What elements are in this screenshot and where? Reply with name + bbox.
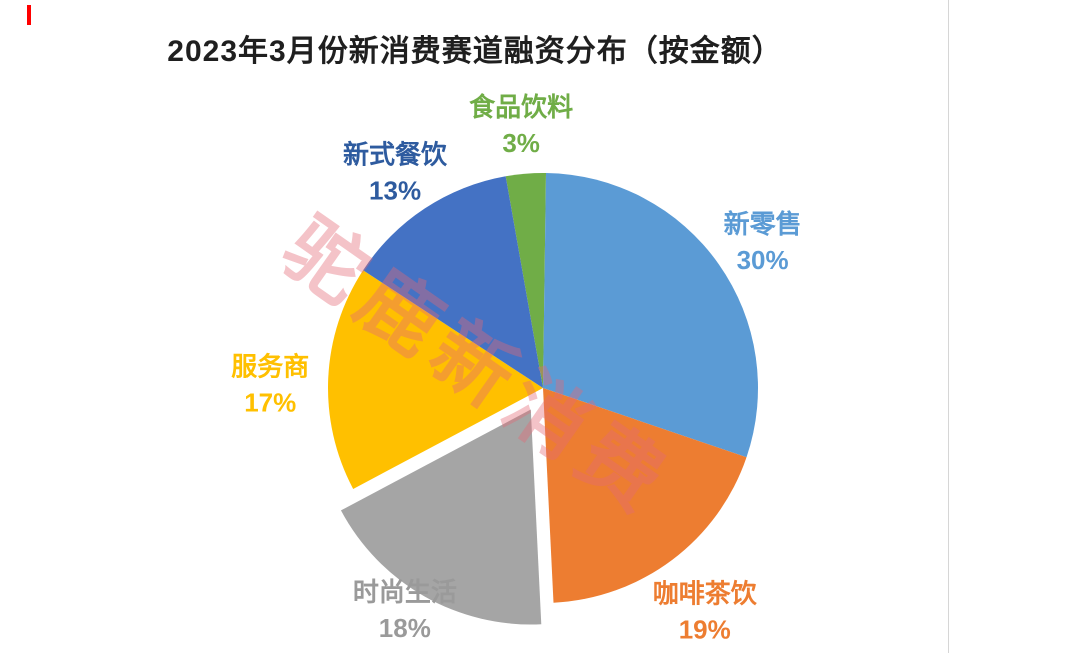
slice-label-5: 服务商 17%: [231, 352, 309, 418]
slice-label-4: 时尚生活 18%: [353, 577, 457, 643]
slice-label-2: 新零售 30%: [724, 209, 802, 275]
pie-slice-6[interactable]: [363, 176, 543, 388]
pie-slice-3[interactable]: [543, 388, 747, 603]
pie-slice-2[interactable]: [543, 173, 759, 458]
slice-label-6: 新式餐饮 13%: [343, 140, 448, 206]
slice-label-3: 咖啡茶饮 19%: [653, 579, 758, 645]
spreadsheet-column-gridline: [948, 0, 949, 653]
red-cursor-mark: [27, 5, 31, 25]
pie-slice-1[interactable]: [505, 172, 546, 388]
pie-slice-5[interactable]: [328, 270, 543, 489]
chart-title: 2023年3月份新消费赛道融资分布（按金额）: [167, 35, 783, 68]
pie-slice-4[interactable]: [340, 409, 542, 625]
slice-label-1: 食品饮料 3%: [469, 92, 573, 158]
